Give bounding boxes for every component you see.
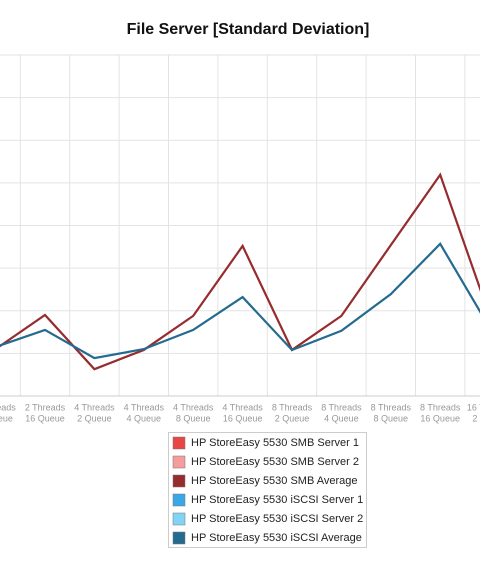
x-tick-label: 8 Threads bbox=[371, 402, 412, 412]
x-tick-label: 4 Threads bbox=[124, 402, 165, 412]
x-tick-label: 8 Queue bbox=[374, 413, 409, 423]
legend-label: HP StoreEasy 5530 iSCSI Server 2 bbox=[191, 513, 363, 525]
x-tick-label: 16 Queue bbox=[25, 413, 65, 423]
x-tick-label: 4 Queue bbox=[127, 413, 162, 423]
series-line bbox=[0, 242, 480, 360]
x-tick-label: 8 Threads bbox=[321, 402, 362, 412]
legend-box bbox=[168, 432, 367, 548]
legend-label: HP StoreEasy 5530 SMB Average bbox=[191, 475, 358, 487]
x-tick-label: 2 Threads bbox=[0, 402, 16, 412]
legend-swatch bbox=[172, 436, 186, 450]
chart-title: File Server [Standard Deviation] bbox=[127, 21, 370, 38]
legend-swatch bbox=[172, 455, 186, 469]
legend-swatch bbox=[172, 512, 186, 526]
x-tick-label: 8 Threads bbox=[420, 402, 461, 412]
legend-label: HP StoreEasy 5530 iSCSI Average bbox=[191, 532, 362, 544]
x-tick-label: 16 Threads bbox=[467, 402, 480, 412]
x-tick-label: 16 Queue bbox=[420, 413, 460, 423]
x-tick-label: 16 Queue bbox=[223, 413, 263, 423]
x-tick-label: 8 Queue bbox=[0, 413, 13, 423]
x-tick-label: 2 Queue bbox=[472, 413, 480, 423]
x-tick-label: 4 Queue bbox=[324, 413, 359, 423]
x-tick-label: 2 Queue bbox=[77, 413, 112, 423]
x-tick-label: 4 Threads bbox=[74, 402, 115, 412]
x-tick-label: 4 Threads bbox=[173, 402, 214, 412]
legend-label: HP StoreEasy 5530 iSCSI Server 1 bbox=[191, 494, 363, 506]
legend-label: HP StoreEasy 5530 SMB Server 1 bbox=[191, 437, 359, 449]
legend-swatch bbox=[172, 493, 186, 507]
legend-swatch bbox=[172, 474, 186, 488]
x-tick-label: 8 Threads bbox=[272, 402, 313, 412]
x-tick-label: 2 Queue bbox=[275, 413, 310, 423]
legend-swatch bbox=[172, 531, 186, 545]
legend-label: HP StoreEasy 5530 SMB Server 2 bbox=[191, 456, 359, 468]
x-tick-label: 8 Queue bbox=[176, 413, 211, 423]
x-tick-label: 4 Threads bbox=[222, 402, 263, 412]
series-line bbox=[0, 172, 480, 371]
x-tick-label: 2 Threads bbox=[25, 402, 66, 412]
